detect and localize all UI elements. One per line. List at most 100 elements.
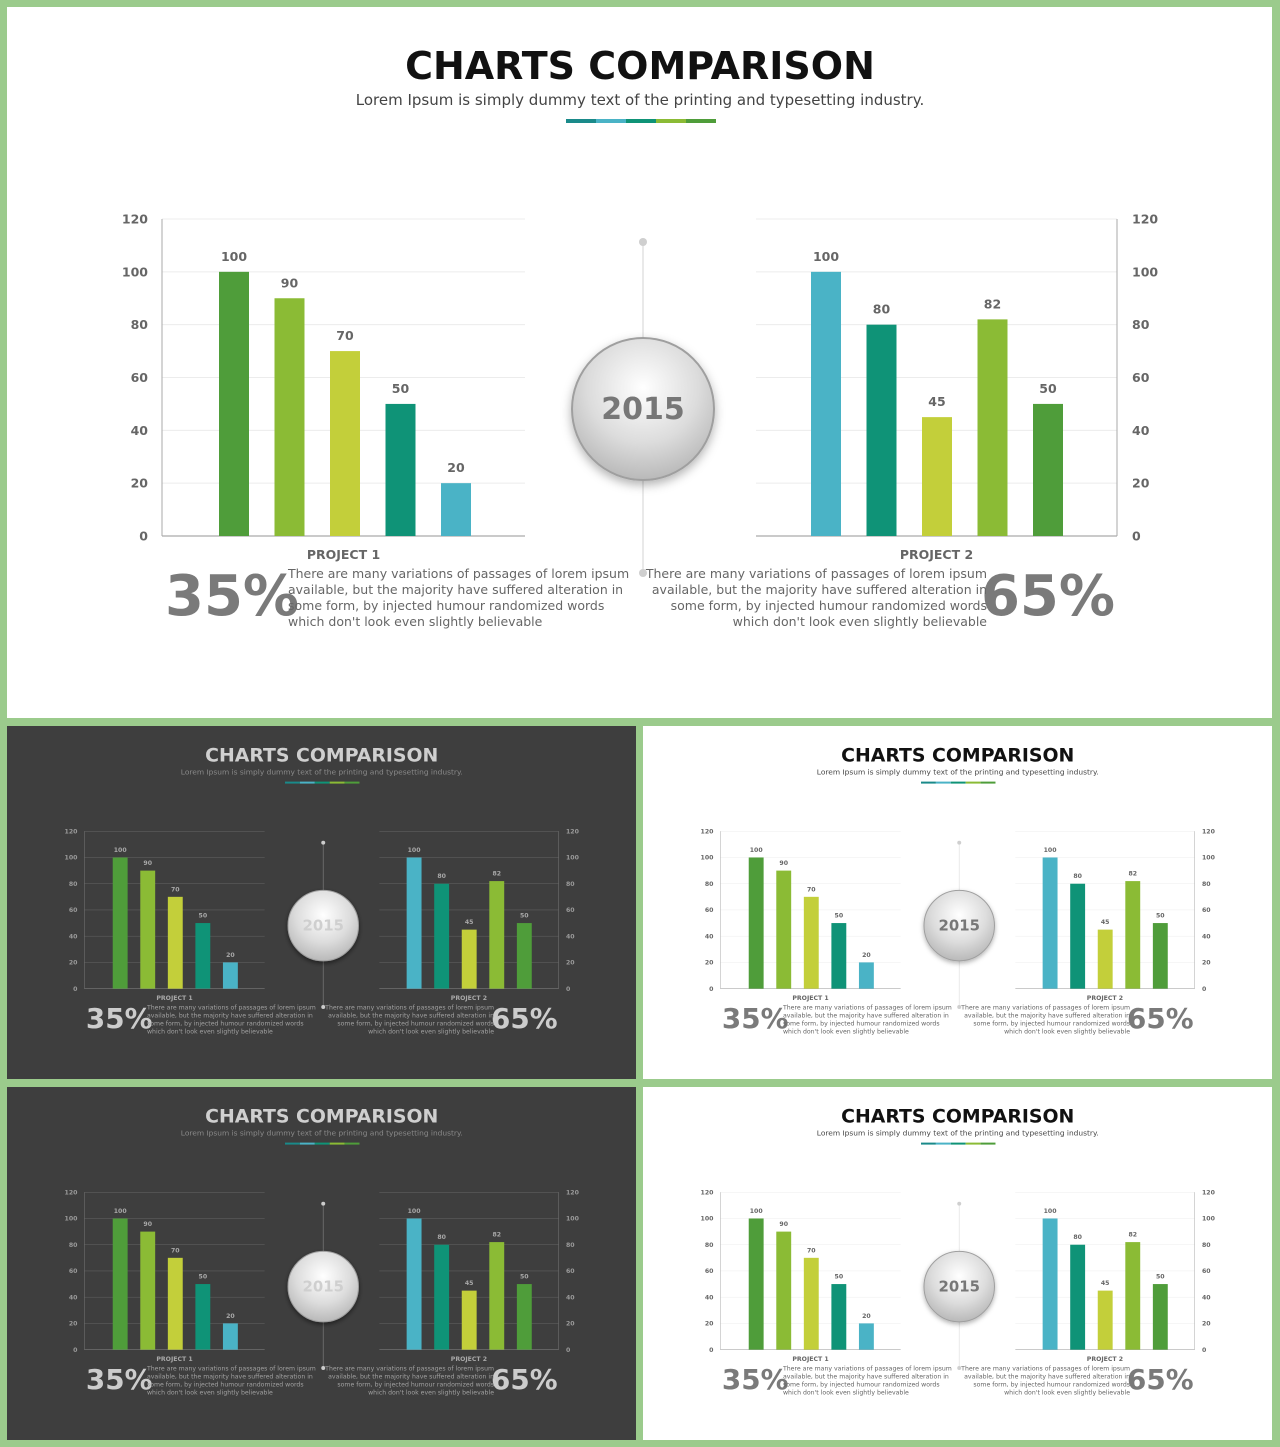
accent-bar-segment [686, 119, 716, 123]
bar-value-label: 82 [492, 1232, 501, 1239]
y-tick-label: 20 [566, 1321, 575, 1328]
slide-subtitle: Lorem Ipsum is simply dummy text of the … [817, 1129, 1099, 1138]
year-badge [287, 1250, 359, 1323]
project2-description-line: some form, by injected humour randomized… [671, 598, 987, 613]
bar-value-label: 50 [835, 913, 844, 920]
project2-description-line: which don't look even slightly believabl… [1004, 1389, 1130, 1396]
bar-value-label: 50 [1156, 913, 1165, 920]
year-label: 2015 [601, 392, 685, 427]
y-tick-label: 40 [69, 1294, 78, 1301]
bar-value-label: 100 [750, 1208, 764, 1215]
y-tick-label: 120 [1202, 828, 1216, 835]
y-tick-label: 80 [69, 1242, 78, 1249]
bar [1152, 1284, 1168, 1350]
bar-value-label: 45 [1101, 919, 1110, 926]
bar [1097, 1290, 1113, 1350]
y-tick-label: 0 [139, 529, 148, 544]
bar [516, 1284, 532, 1350]
chart-2: 0 20 40 60 80 100 120 100 80 45 82 50 PROJECT 2 [756, 212, 1158, 562]
y-tick-label: 60 [566, 1268, 575, 1275]
bar [831, 923, 847, 989]
accent-bar-segment [965, 781, 981, 784]
slide-subtitle: Lorem Ipsum is simply dummy text of the … [181, 1129, 463, 1138]
y-tick-label: 60 [1202, 1268, 1211, 1275]
y-tick-label: 100 [701, 1216, 715, 1223]
y-tick-label: 20 [705, 1321, 714, 1328]
bar [1042, 1218, 1058, 1350]
y-tick-label: 120 [566, 828, 580, 835]
bar [1097, 929, 1113, 989]
project-label: PROJECT 1 [156, 995, 192, 1002]
project2-percent: 65% [981, 564, 1115, 629]
y-tick-label: 100 [122, 264, 148, 279]
project2-description-line: available, but the majority have suffere… [328, 1373, 494, 1380]
bar [803, 896, 819, 989]
bar-value-label: 20 [862, 952, 871, 959]
y-tick-label: 100 [65, 1216, 79, 1223]
project1-percent: 35% [86, 1363, 153, 1396]
bar-value-label: 90 [779, 1221, 788, 1228]
project1-description-line: which don't look even slightly believabl… [147, 1028, 273, 1035]
y-tick-label: 40 [566, 933, 575, 940]
chart-1: 0 20 40 60 80 100 120 100 90 70 50 20 PROJECT 1 [65, 1189, 265, 1363]
y-tick-label: 80 [131, 317, 149, 332]
slide-thumb-dark-2: CHARTS COMPARISON Lorem Ipsum is simply d… [7, 1087, 636, 1440]
chart-2: 0 20 40 60 80 100 120 100 80 45 82 50 PROJECT 2 [1015, 1189, 1216, 1363]
slide-subtitle: Lorem Ipsum is simply dummy text of the … [817, 768, 1099, 777]
project2-percent: 65% [1127, 1363, 1194, 1396]
y-tick-label: 100 [1132, 264, 1158, 279]
bar-value-label: 50 [520, 913, 529, 920]
slide-subtitle: Lorem Ipsum is simply dummy text of the … [181, 768, 463, 777]
project1-percent: 35% [722, 1002, 789, 1035]
y-tick-label: 80 [1132, 317, 1150, 332]
project1-percent: 35% [165, 564, 299, 629]
project-label: PROJECT 1 [792, 1356, 828, 1363]
chart-1: 0 20 40 60 80 100 120 100 90 70 50 20 PROJECT 1 [701, 1189, 901, 1363]
bar-value-label: 100 [408, 847, 422, 854]
year-label: 2015 [303, 917, 344, 935]
y-tick-label: 120 [701, 1189, 715, 1196]
slide-thumb-light-2: CHARTS COMPARISON Lorem Ipsum is simply d… [643, 1087, 1272, 1440]
bar [222, 1323, 238, 1350]
slide-main: CHARTS COMPARISON Lorem Ipsum is simply d… [7, 7, 1272, 718]
bar [140, 870, 156, 989]
bar-value-label: 50 [1156, 1274, 1165, 1281]
y-tick-label: 40 [1132, 423, 1150, 438]
bar [489, 1242, 505, 1350]
bar-value-label: 80 [437, 873, 446, 880]
slide-title: CHARTS COMPARISON [205, 745, 438, 767]
year-badge [287, 889, 359, 962]
bar [406, 1218, 422, 1350]
project2-description-line: some form, by injected humour randomized… [337, 1381, 494, 1388]
bar [1152, 923, 1168, 989]
slide-title: CHARTS COMPARISON [405, 44, 875, 88]
project-label: PROJECT 2 [451, 1356, 487, 1363]
bar-value-label: 45 [465, 1280, 474, 1287]
y-tick-label: 120 [701, 828, 715, 835]
bar [330, 351, 360, 536]
accent-bar-segment [314, 781, 330, 784]
accent-bar-segment [626, 119, 656, 123]
bar [274, 298, 305, 536]
project2-description-line: which don't look even slightly believabl… [368, 1028, 494, 1035]
bar [434, 1244, 450, 1350]
y-tick-label: 80 [1202, 881, 1211, 888]
y-tick-label: 20 [69, 1321, 78, 1328]
bar [748, 857, 764, 989]
project2-description-line: which don't look even slightly believabl… [1004, 1028, 1130, 1035]
y-tick-label: 20 [566, 960, 575, 967]
chart-1: 0 20 40 60 80 100 120 100 90 70 50 20 PROJECT 1 [701, 828, 901, 1002]
project1-description-line: some form, by injected humour randomized… [147, 1381, 304, 1388]
year-badge [923, 1250, 995, 1323]
bar [1042, 857, 1058, 989]
bar-value-label: 80 [1073, 873, 1082, 880]
y-tick-label: 100 [1202, 1216, 1216, 1223]
bar [195, 1284, 211, 1350]
bar-value-label: 45 [928, 394, 945, 409]
y-tick-label: 40 [566, 1294, 575, 1301]
bar [1125, 1242, 1141, 1350]
bar-value-label: 50 [199, 913, 208, 920]
y-tick-label: 60 [705, 1268, 714, 1275]
project1-description-line: some form, by injected humour randomized… [147, 1020, 304, 1027]
